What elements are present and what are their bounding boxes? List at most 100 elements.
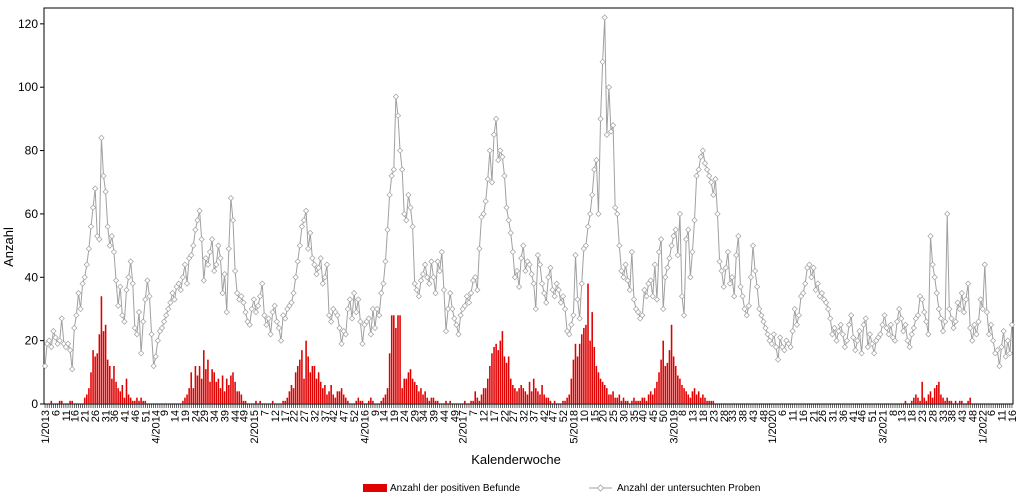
- bar: [961, 400, 963, 404]
- bar: [200, 378, 203, 404]
- bar: [541, 384, 543, 404]
- line-point: [261, 312, 268, 319]
- line-point: [497, 147, 504, 154]
- x-tick-label: 7: [468, 410, 480, 416]
- line-point: [731, 293, 738, 300]
- bar: [948, 400, 951, 404]
- bar: [319, 381, 322, 404]
- positive-results-bars: [50, 283, 971, 404]
- line-point: [931, 274, 938, 281]
- line-point: [307, 229, 314, 237]
- x-tick-label: 10: [579, 410, 591, 422]
- line-point: [323, 261, 331, 268]
- line-point: [641, 286, 648, 294]
- x-tick-label: 35: [629, 410, 641, 422]
- line-point: [685, 226, 692, 233]
- line-point: [71, 324, 78, 332]
- bar: [434, 400, 437, 404]
- bar: [472, 400, 474, 404]
- bar: [708, 400, 710, 404]
- bar: [537, 391, 539, 404]
- line-point: [956, 305, 963, 313]
- line-point: [536, 261, 544, 268]
- bar: [704, 397, 706, 404]
- bar: [219, 388, 222, 404]
- line-point: [764, 331, 771, 338]
- line-point: [75, 290, 82, 297]
- bar: [944, 400, 946, 404]
- bar: [643, 397, 646, 404]
- bar: [90, 372, 92, 404]
- bar: [470, 400, 472, 404]
- x-tick-label: 17: [280, 410, 292, 422]
- x-tick-label: 33: [938, 410, 950, 422]
- line-point: [777, 334, 784, 341]
- line-point: [196, 207, 203, 214]
- line-point: [954, 299, 961, 306]
- line-point: [257, 293, 264, 300]
- bar: [929, 391, 932, 404]
- line-point: [198, 236, 205, 243]
- line-point: [81, 274, 88, 281]
- x-tick-label: 12: [479, 410, 491, 422]
- line-point: [839, 331, 846, 338]
- line-point: [192, 226, 199, 233]
- line-point: [747, 274, 755, 281]
- line-point: [653, 296, 661, 303]
- line-point: [399, 166, 406, 173]
- bar: [134, 400, 136, 404]
- y-axis: 0 20 40 60 80 100 120: [18, 17, 44, 411]
- x-tick-label: 6: [777, 410, 789, 416]
- bar: [296, 365, 299, 404]
- line-point: [1000, 328, 1007, 335]
- line-point: [240, 299, 247, 306]
- line-point: [482, 198, 489, 205]
- bar: [401, 388, 403, 404]
- bar: [215, 381, 218, 404]
- line-point: [969, 337, 976, 344]
- line-point: [655, 248, 663, 256]
- line-point: [814, 280, 821, 287]
- bar: [317, 372, 320, 404]
- line-point: [474, 286, 481, 294]
- x-tick-label: 4/2016: [360, 410, 372, 444]
- line-point: [158, 324, 166, 332]
- x-tick-label: 24: [190, 410, 202, 422]
- line-point: [706, 172, 713, 179]
- line-point: [1008, 321, 1016, 328]
- line-point: [737, 283, 744, 290]
- line-point: [188, 252, 195, 259]
- bar: [332, 394, 335, 404]
- line-point: [125, 274, 132, 281]
- x-tick-label: 3/2021: [877, 410, 889, 444]
- bar: [915, 394, 917, 404]
- bar: [242, 400, 245, 404]
- line-point: [877, 331, 884, 338]
- line-point: [522, 267, 529, 275]
- x-tick-label: 37: [529, 410, 541, 422]
- x-tick-label: 29: [410, 410, 422, 422]
- line-point: [436, 267, 443, 275]
- line-point: [217, 255, 224, 262]
- line-point: [413, 286, 420, 294]
- line-point: [837, 321, 844, 328]
- x-axis: 1/201361116212631364146514/2014914192429…: [40, 404, 1019, 444]
- bar: [395, 327, 397, 404]
- bar: [580, 334, 583, 404]
- line-point: [726, 280, 734, 287]
- line-point: [117, 283, 124, 290]
- line-point: [919, 296, 926, 303]
- line-point: [664, 264, 671, 271]
- line-point: [597, 115, 604, 122]
- line-point: [348, 315, 356, 322]
- x-tick-label: 45: [648, 410, 660, 422]
- line-point: [238, 293, 245, 300]
- bar: [415, 384, 418, 404]
- line-point: [827, 315, 834, 322]
- bar: [635, 400, 637, 404]
- line-point: [334, 312, 341, 319]
- x-tick-label: 31: [827, 410, 839, 422]
- line-point: [394, 112, 402, 119]
- line-point: [204, 261, 212, 268]
- bar: [464, 400, 466, 404]
